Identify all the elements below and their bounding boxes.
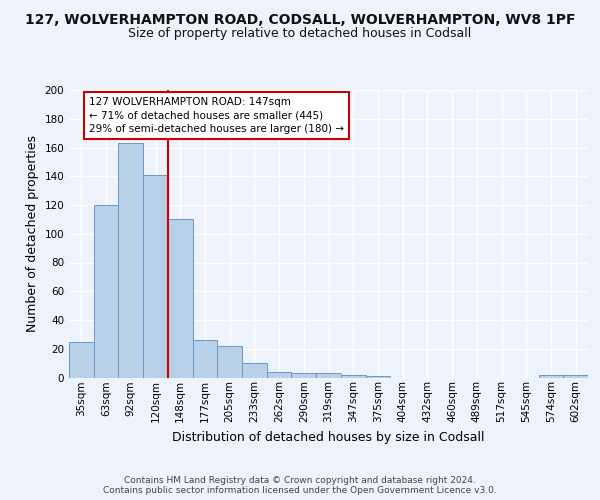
Bar xyxy=(292,373,316,378)
Text: Size of property relative to detached houses in Codsall: Size of property relative to detached ho… xyxy=(128,28,472,40)
Bar xyxy=(94,205,118,378)
Text: Contains HM Land Registry data © Crown copyright and database right 2024.
Contai: Contains HM Land Registry data © Crown c… xyxy=(103,476,497,495)
Bar xyxy=(217,346,242,378)
X-axis label: Distribution of detached houses by size in Codsall: Distribution of detached houses by size … xyxy=(172,430,485,444)
Text: 127 WOLVERHAMPTON ROAD: 147sqm
← 71% of detached houses are smaller (445)
29% of: 127 WOLVERHAMPTON ROAD: 147sqm ← 71% of … xyxy=(89,97,344,134)
Bar xyxy=(316,373,341,378)
Bar xyxy=(341,374,365,378)
Bar xyxy=(69,342,94,378)
Bar xyxy=(193,340,217,378)
Text: 127, WOLVERHAMPTON ROAD, CODSALL, WOLVERHAMPTON, WV8 1PF: 127, WOLVERHAMPTON ROAD, CODSALL, WOLVER… xyxy=(25,12,575,26)
Bar xyxy=(563,374,588,378)
Bar xyxy=(242,363,267,378)
Bar xyxy=(118,143,143,378)
Y-axis label: Number of detached properties: Number of detached properties xyxy=(26,135,39,332)
Bar xyxy=(267,372,292,378)
Bar xyxy=(143,175,168,378)
Bar xyxy=(365,376,390,378)
Bar xyxy=(539,374,563,378)
Bar xyxy=(168,220,193,378)
